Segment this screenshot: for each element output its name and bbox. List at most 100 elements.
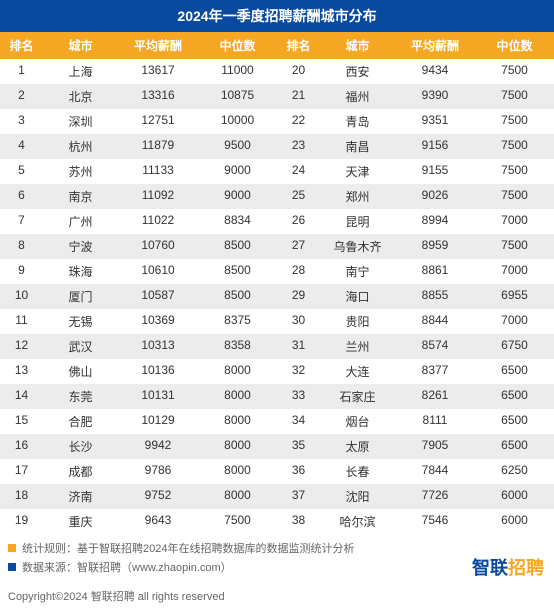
cell-city: 青岛 bbox=[320, 109, 395, 134]
cell-city: 上海 bbox=[43, 59, 118, 84]
cell-city: 宁波 bbox=[43, 234, 118, 259]
cell-median: 6500 bbox=[475, 384, 554, 409]
table-row: 5苏州11133900024天津91557500 bbox=[0, 159, 554, 184]
cell-city: 重庆 bbox=[43, 509, 118, 534]
cell-rank: 36 bbox=[277, 459, 320, 484]
table-row: 9珠海10610850028南宁88617000 bbox=[0, 259, 554, 284]
cell-city: 郑州 bbox=[320, 184, 395, 209]
cell-salary: 8855 bbox=[395, 284, 475, 309]
cell-salary: 8994 bbox=[395, 209, 475, 234]
table-row: 6南京11092900025郑州90267500 bbox=[0, 184, 554, 209]
cell-city: 贵阳 bbox=[320, 309, 395, 334]
cell-rank: 18 bbox=[0, 484, 43, 509]
cell-rank: 7 bbox=[0, 209, 43, 234]
col-city-r: 城市 bbox=[320, 32, 395, 59]
cell-salary: 7844 bbox=[395, 459, 475, 484]
cell-salary: 9434 bbox=[395, 59, 475, 84]
cell-city: 海口 bbox=[320, 284, 395, 309]
cell-city: 大连 bbox=[320, 359, 395, 384]
cell-median: 9000 bbox=[198, 159, 277, 184]
cell-median: 6000 bbox=[475, 484, 554, 509]
cell-rank: 2 bbox=[0, 84, 43, 109]
stat-rule: 统计规则：基于智联招聘2024年在线招聘数据库的数据监测统计分析 bbox=[22, 540, 354, 556]
cell-salary: 8574 bbox=[395, 334, 475, 359]
cell-rank: 31 bbox=[277, 334, 320, 359]
cell-median: 7500 bbox=[475, 159, 554, 184]
cell-salary: 11133 bbox=[118, 159, 198, 184]
cell-salary: 8959 bbox=[395, 234, 475, 259]
cell-salary: 10131 bbox=[118, 384, 198, 409]
cell-rank: 37 bbox=[277, 484, 320, 509]
cell-rank: 32 bbox=[277, 359, 320, 384]
cell-median: 7000 bbox=[475, 209, 554, 234]
cell-median: 6250 bbox=[475, 459, 554, 484]
table-row: 11无锡10369837530贵阳88447000 bbox=[0, 309, 554, 334]
cell-median: 7500 bbox=[198, 509, 277, 534]
col-rank-l: 排名 bbox=[0, 32, 43, 59]
cell-rank: 4 bbox=[0, 134, 43, 159]
cell-salary: 12751 bbox=[118, 109, 198, 134]
cell-city: 成都 bbox=[43, 459, 118, 484]
cell-median: 10875 bbox=[198, 84, 277, 109]
cell-median: 9000 bbox=[198, 184, 277, 209]
cell-salary: 10760 bbox=[118, 234, 198, 259]
cell-salary: 7546 bbox=[395, 509, 475, 534]
source: 数据来源：智联招聘（www.zhaopin.com） bbox=[22, 559, 232, 575]
cell-rank: 13 bbox=[0, 359, 43, 384]
cell-city: 济南 bbox=[43, 484, 118, 509]
cell-rank: 22 bbox=[277, 109, 320, 134]
col-median-l: 中位数 bbox=[198, 32, 277, 59]
cell-city: 合肥 bbox=[43, 409, 118, 434]
cell-rank: 16 bbox=[0, 434, 43, 459]
cell-rank: 14 bbox=[0, 384, 43, 409]
table-row: 18济南9752800037沈阳77266000 bbox=[0, 484, 554, 509]
cell-rank: 30 bbox=[277, 309, 320, 334]
cell-rank: 6 bbox=[0, 184, 43, 209]
cell-salary: 8261 bbox=[395, 384, 475, 409]
cell-median: 8500 bbox=[198, 234, 277, 259]
cell-salary: 9752 bbox=[118, 484, 198, 509]
cell-city: 东莞 bbox=[43, 384, 118, 409]
table-row: 14东莞10131800033石家庄82616500 bbox=[0, 384, 554, 409]
table-row: 10厦门10587850029海口88556955 bbox=[0, 284, 554, 309]
table-container: 2024年一季度招聘薪酬城市分布 排名 城市 平均薪酬 中位数 排名 城市 平均… bbox=[0, 0, 554, 612]
col-rank-r: 排名 bbox=[277, 32, 320, 59]
cell-city: 烟台 bbox=[320, 409, 395, 434]
cell-median: 11000 bbox=[198, 59, 277, 84]
cell-rank: 26 bbox=[277, 209, 320, 234]
cell-city: 福州 bbox=[320, 84, 395, 109]
cell-rank: 21 bbox=[277, 84, 320, 109]
cell-rank: 35 bbox=[277, 434, 320, 459]
cell-salary: 8111 bbox=[395, 409, 475, 434]
cell-city: 太原 bbox=[320, 434, 395, 459]
cell-rank: 10 bbox=[0, 284, 43, 309]
cell-rank: 17 bbox=[0, 459, 43, 484]
cell-city: 天津 bbox=[320, 159, 395, 184]
cell-rank: 33 bbox=[277, 384, 320, 409]
cell-median: 6955 bbox=[475, 284, 554, 309]
cell-rank: 15 bbox=[0, 409, 43, 434]
cell-median: 7500 bbox=[475, 134, 554, 159]
cell-rank: 11 bbox=[0, 309, 43, 334]
cell-city: 杭州 bbox=[43, 134, 118, 159]
cell-rank: 38 bbox=[277, 509, 320, 534]
cell-salary: 10369 bbox=[118, 309, 198, 334]
cell-city: 北京 bbox=[43, 84, 118, 109]
table-row: 1上海136171100020西安94347500 bbox=[0, 59, 554, 84]
cell-city: 沈阳 bbox=[320, 484, 395, 509]
cell-median: 10000 bbox=[198, 109, 277, 134]
cell-salary: 9643 bbox=[118, 509, 198, 534]
cell-median: 6500 bbox=[475, 434, 554, 459]
cell-salary: 9786 bbox=[118, 459, 198, 484]
cell-city: 南京 bbox=[43, 184, 118, 209]
cell-rank: 1 bbox=[0, 59, 43, 84]
cell-salary: 13316 bbox=[118, 84, 198, 109]
cell-city: 南昌 bbox=[320, 134, 395, 159]
cell-rank: 12 bbox=[0, 334, 43, 359]
cell-rank: 24 bbox=[277, 159, 320, 184]
cell-median: 6500 bbox=[475, 409, 554, 434]
cell-city: 苏州 bbox=[43, 159, 118, 184]
cell-salary: 13617 bbox=[118, 59, 198, 84]
table-row: 3深圳127511000022青岛93517500 bbox=[0, 109, 554, 134]
header-row: 排名 城市 平均薪酬 中位数 排名 城市 平均薪酬 中位数 bbox=[0, 32, 554, 59]
